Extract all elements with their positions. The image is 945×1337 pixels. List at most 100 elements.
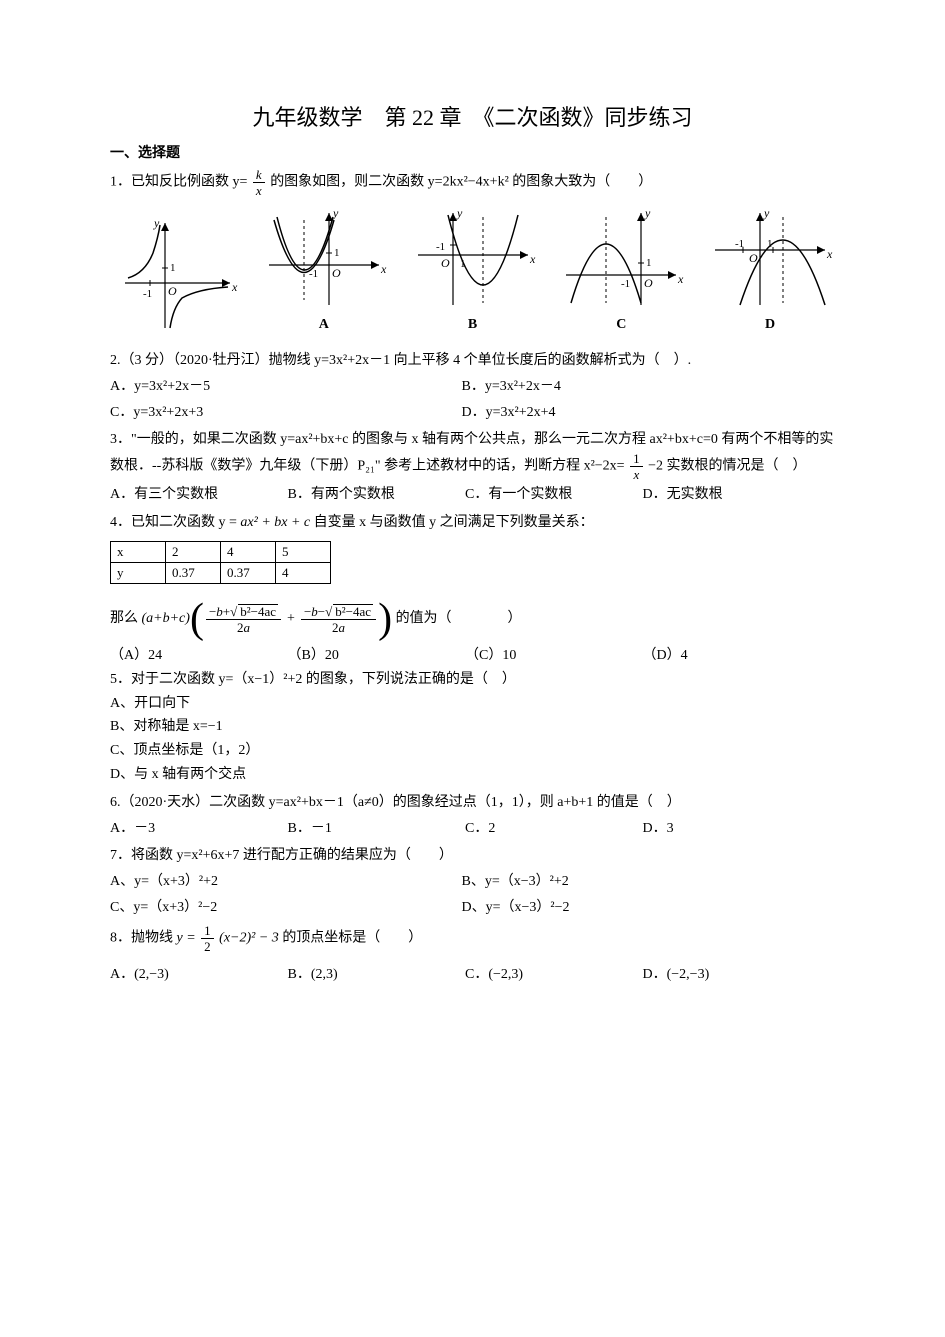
q1-stem-a: 1．已知反比例函数 y= (110, 175, 247, 190)
svg-text:O: O (332, 266, 341, 280)
q7-opt-b: B、y=（x−3）²+2 (462, 870, 810, 894)
cell: 4 (221, 541, 276, 562)
svg-text:x: x (529, 252, 536, 266)
q4-expr-post: 的值为（ ） (396, 611, 522, 626)
q8-opt-b: B．(2,3) (288, 963, 462, 983)
q4-opt-b: （B）20 (288, 644, 462, 664)
q8-stem-b: 的顶点坐标是（ ） (282, 930, 422, 945)
q4-formula: ax² + bx + c (240, 515, 310, 530)
question-6: 6.（2020·天水）二次函数 y=ax²+bx－1（a≠0）的图象经过点（1，… (110, 791, 835, 841)
frac-num: k (253, 168, 265, 183)
q8-fraction: 1 2 (201, 924, 214, 953)
question-7: 7．将函数 y=x²+6x+7 进行配方正确的结果应为（ ） A、y=（x+3）… (110, 844, 835, 919)
svg-text:1: 1 (334, 247, 340, 259)
q8-stem-a: 8．抛物线 (110, 930, 177, 945)
q1-label-a: A (259, 317, 389, 333)
svg-text:O: O (441, 256, 450, 270)
q5-opt-a: A、开口向下 (110, 692, 835, 716)
q4-opt-a: （A）24 (110, 644, 284, 664)
cell: 5 (276, 541, 331, 562)
q8-formula-pre: y = (177, 930, 200, 945)
svg-text:-1: -1 (621, 278, 630, 290)
question-3: 3．"一般的，如果二次函数 y=ax²+bx+c 的图象与 x 轴有两个公共点，… (110, 428, 835, 507)
q1-option-c-graph: x y O -1 1 C (556, 205, 686, 333)
q3-opt-c: C．有一个实数根 (465, 483, 639, 507)
svg-text:y: y (644, 206, 651, 220)
rparen-icon: ) (378, 598, 392, 640)
q3-opt-a: A．有三个实数根 (110, 483, 284, 507)
q1-label-b: B (408, 317, 538, 333)
q4-stem-a: 4．已知二次函数 y = (110, 515, 240, 530)
svg-text:O: O (168, 284, 177, 298)
q6-opt-b: B．－1 (288, 817, 462, 841)
svg-text:x: x (677, 272, 684, 286)
svg-text:1: 1 (460, 258, 466, 270)
svg-text:O: O (644, 276, 653, 290)
q4-frac2: −b−√b²−4ac 2a (301, 604, 376, 634)
svg-text:-1: -1 (309, 268, 318, 280)
q4-table: x 2 4 5 y 0.37 0.37 4 (110, 541, 331, 584)
svg-text:-1: -1 (143, 288, 152, 300)
svg-text:x: x (826, 247, 833, 261)
q5-stem: 5．对于二次函数 y=（x−1）²+2 的图象，下列说法正确的是（ ） (110, 668, 835, 692)
q6-opt-c: C．2 (465, 817, 639, 841)
svg-text:-1: -1 (436, 241, 445, 253)
q7-opt-c: C、y=（x+3）²−2 (110, 896, 458, 920)
q3-opt-d: D．无实数根 (643, 483, 817, 507)
frac-num: 1 (201, 924, 214, 939)
cell: 0.37 (166, 562, 221, 583)
q2-opt-b: B．y=3x²+2x－4 (462, 375, 810, 399)
question-5: 5．对于二次函数 y=（x−1）²+2 的图象，下列说法正确的是（ ） A、开口… (110, 668, 835, 787)
q4-opt-c: （C）10 (465, 644, 639, 664)
question-1: 1．已知反比例函数 y= k x 的图象如图，则二次函数 y=2kx²−4x+k… (110, 168, 835, 197)
svg-text:y: y (763, 206, 770, 220)
q1-stem-b: 的图象如图，则二次函数 y=2kx²−4x+k² 的图象大致为（ ） (270, 175, 652, 190)
q8-options: A．(2,−3) B．(2,3) C．(−2,3) D．(−2,−3) (110, 963, 835, 983)
q4-opt-d: （D）4 (643, 644, 817, 664)
q1-option-d-graph: x y O -1 1 D (705, 205, 835, 333)
question-2: 2.（3 分）（2020·牡丹江）抛物线 y=3x²+2x－1 向上平移 4 个… (110, 349, 835, 424)
q8-opt-d: D．(−2,−3) (643, 963, 817, 983)
q6-stem: 6.（2020·天水）二次函数 y=ax²+bx－1（a≠0）的图象经过点（1，… (110, 791, 835, 815)
q4-abc: (a+b+c) (142, 607, 190, 631)
frac-den: x (253, 183, 265, 197)
q1-given-graph: x y O -1 1 (110, 213, 240, 333)
q1-label-c: C (556, 317, 686, 333)
frac-num: 1 (630, 452, 643, 467)
cell: 2 (166, 541, 221, 562)
q4-big-expression: (a+b+c) ( −b+√b²−4ac 2a + −b−√b²−4ac 2a … (142, 598, 393, 640)
q4-expr-pre: 那么 (110, 611, 142, 626)
q5-opt-b: B、对称轴是 x=−1 (110, 715, 835, 739)
section-header: 一、选择题 (110, 142, 835, 162)
svg-text:1: 1 (767, 238, 773, 250)
q5-opt-c: C、顶点坐标是（1，2） (110, 739, 835, 763)
q8-opt-c: C．(−2,3) (465, 963, 639, 983)
frac-num: −b+√b²−4ac (206, 604, 281, 620)
question-8: 8．抛物线 y = 1 2 (x−2)² − 3 的顶点坐标是（ ） (110, 924, 835, 953)
frac-den: 2a (301, 620, 376, 634)
parabola-c-icon: x y O -1 1 (556, 205, 686, 315)
plus-icon: + (283, 607, 299, 631)
cell: x (111, 541, 166, 562)
q4-stem-b: 自变量 x 与函数值 y 之间满足下列数量关系： (314, 515, 594, 530)
page: 九年级数学 第 22 章 《二次函数》同步练习 一、选择题 1．已知反比例函数 … (0, 0, 945, 1045)
frac-den: x (630, 467, 643, 481)
svg-text:x: x (231, 280, 238, 294)
frac-den: 2 (201, 939, 214, 953)
q6-opt-a: A．－3 (110, 817, 284, 841)
q2-opt-a: A．y=3x²+2x－5 (110, 375, 458, 399)
q3-opt-b: B．有两个实数根 (288, 483, 462, 507)
q2-opt-d: D．y=3x²+2x+4 (462, 401, 810, 425)
lparen-icon: ( (190, 598, 204, 640)
question-4: 4．已知二次函数 y = ax² + bx + c 自变量 x 与函数值 y 之… (110, 511, 835, 535)
q1-option-a-graph: x y O -1 1 A (259, 205, 389, 333)
q7-opt-d: D、y=（x−3）²−2 (462, 896, 810, 920)
q2-stem: 2.（3 分）（2020·牡丹江）抛物线 y=3x²+2x－1 向上平移 4 个… (110, 349, 835, 373)
parabola-a-icon: x y O -1 1 (259, 205, 389, 315)
cell: 0.37 (221, 562, 276, 583)
svg-text:x: x (380, 262, 387, 276)
q7-stem: 7．将函数 y=x²+6x+7 进行配方正确的结果应为（ ） (110, 844, 835, 868)
frac-den: 2a (206, 620, 281, 634)
q2-opt-c: C．y=3x²+2x+3 (110, 401, 458, 425)
q8-formula-post: (x−2)² − 3 (219, 930, 279, 945)
